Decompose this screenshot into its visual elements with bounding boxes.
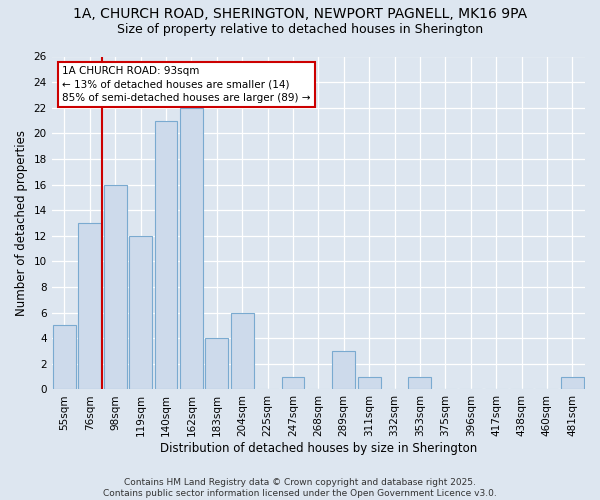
X-axis label: Distribution of detached houses by size in Sherington: Distribution of detached houses by size … — [160, 442, 477, 455]
Y-axis label: Number of detached properties: Number of detached properties — [15, 130, 28, 316]
Text: Contains HM Land Registry data © Crown copyright and database right 2025.
Contai: Contains HM Land Registry data © Crown c… — [103, 478, 497, 498]
Bar — [53, 326, 76, 390]
Text: 1A CHURCH ROAD: 93sqm
← 13% of detached houses are smaller (14)
85% of semi-deta: 1A CHURCH ROAD: 93sqm ← 13% of detached … — [62, 66, 311, 103]
Bar — [79, 223, 101, 390]
Bar — [332, 351, 355, 390]
Bar — [231, 312, 254, 390]
Text: Size of property relative to detached houses in Sherington: Size of property relative to detached ho… — [117, 22, 483, 36]
Bar — [281, 376, 304, 390]
Text: 1A, CHURCH ROAD, SHERINGTON, NEWPORT PAGNELL, MK16 9PA: 1A, CHURCH ROAD, SHERINGTON, NEWPORT PAG… — [73, 8, 527, 22]
Bar — [205, 338, 228, 390]
Bar — [561, 376, 584, 390]
Bar — [409, 376, 431, 390]
Bar — [155, 120, 178, 390]
Bar — [180, 108, 203, 390]
Bar — [129, 236, 152, 390]
Bar — [358, 376, 380, 390]
Bar — [104, 184, 127, 390]
